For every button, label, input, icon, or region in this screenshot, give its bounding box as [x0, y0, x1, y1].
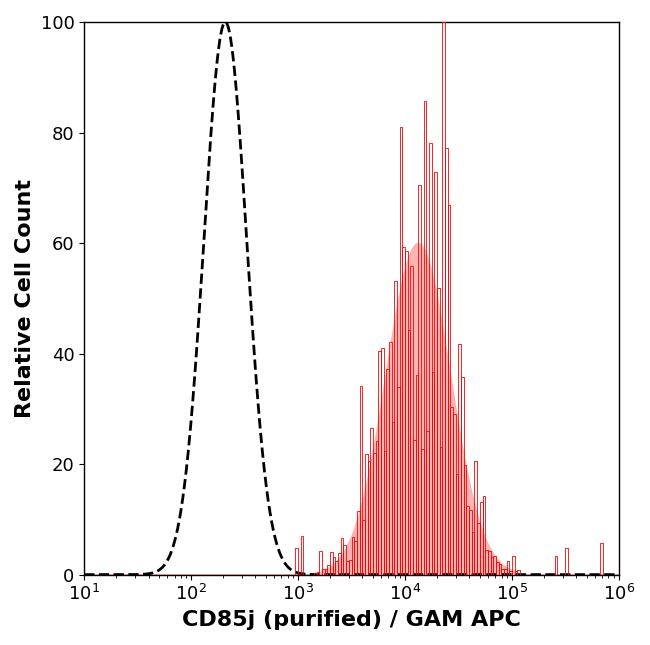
Y-axis label: Relative Cell Count: Relative Cell Count	[15, 179, 35, 418]
X-axis label: CD85j (purified) / GAM APC: CD85j (purified) / GAM APC	[182, 610, 521, 630]
